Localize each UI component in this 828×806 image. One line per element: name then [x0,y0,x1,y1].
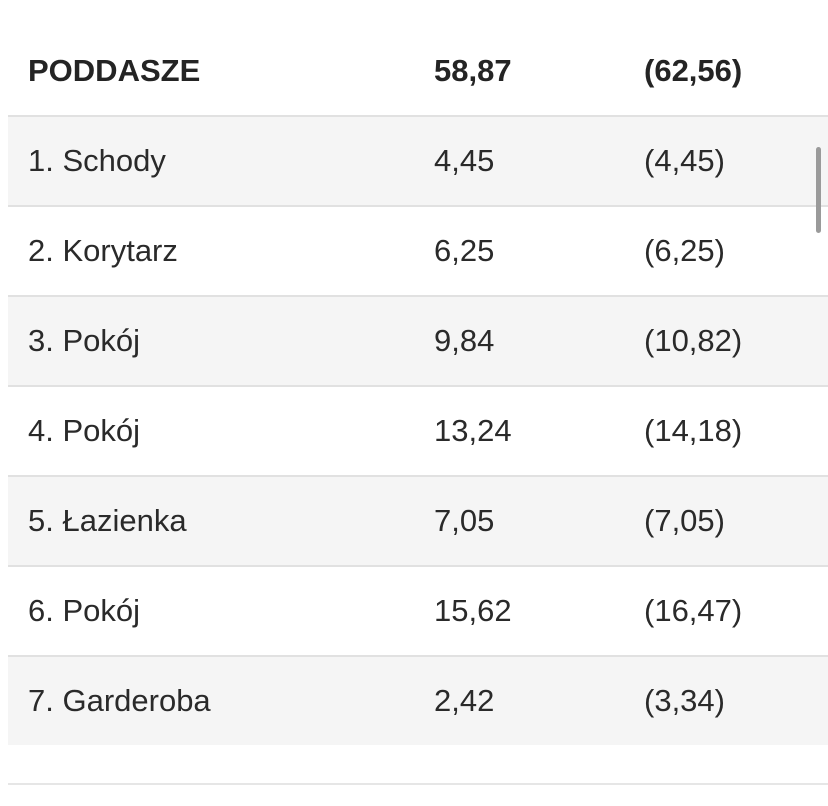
room-name: 6. Pokój [28,593,141,628]
table-row: 5. Łazienka 7,05 (7,05) [8,475,828,565]
room-name: 4. Pokój [28,413,141,448]
room-area-usable: (3,34) [644,683,725,718]
room-area: 9,84 [434,323,495,358]
floor-area-total: 58,87 [434,52,512,88]
table-row: 2. Korytarz 6,25 (6,25) [8,205,828,295]
room-name: 1. Schody [28,143,166,178]
room-area-usable: (10,82) [644,323,743,358]
room-area: 7,05 [434,503,495,538]
room-name: 2. Korytarz [28,233,178,268]
room-area-usable: (14,18) [644,413,743,448]
table-row: 6. Pokój 15,62 (16,47) [8,565,828,655]
room-name: 3. Pokój [28,323,141,358]
room-name: 5. Łazienka [28,503,187,538]
room-name: 7. Garderoba [28,683,211,718]
room-area-usable: (16,47) [644,593,743,628]
room-area-usable: (4,45) [644,143,725,178]
room-area: 4,45 [434,143,495,178]
table-header-row: PODDASZE 58,87 (62,56) [8,26,828,115]
floor-name: PODDASZE [28,52,201,88]
divider [8,783,828,785]
room-area: 2,42 [434,683,495,718]
table-row: 1. Schody 4,45 (4,45) [8,115,828,205]
floor-area-usable-total: (62,56) [644,52,743,88]
room-area: 13,24 [434,413,512,448]
room-area: 15,62 [434,593,512,628]
vertical-scrollbar[interactable] [816,147,821,233]
room-area-table: PODDASZE 58,87 (62,56) 1. Schody 4,45 (4… [8,26,828,745]
table-row: 7. Garderoba 2,42 (3,34) [8,655,828,745]
table-row: 3. Pokój 9,84 (10,82) [8,295,828,385]
room-area-usable: (6,25) [644,233,725,268]
room-area: 6,25 [434,233,495,268]
room-area-usable: (7,05) [644,503,725,538]
table-row: 4. Pokój 13,24 (14,18) [8,385,828,475]
